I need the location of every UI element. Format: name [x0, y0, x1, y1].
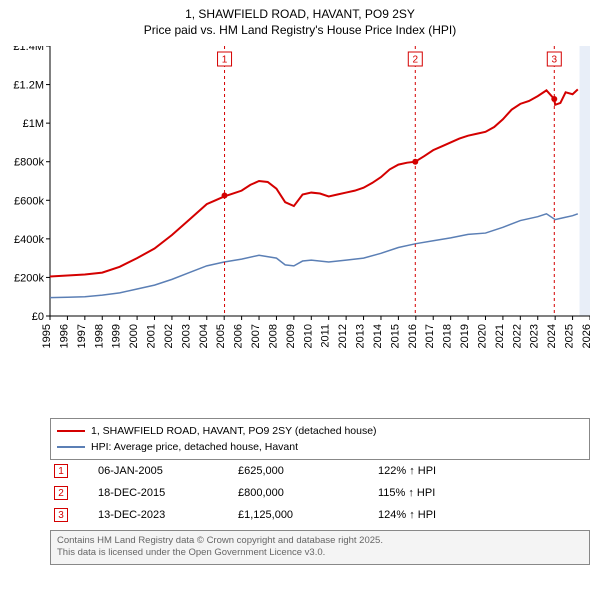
- legend: 1, SHAWFIELD ROAD, HAVANT, PO9 2SY (deta…: [50, 418, 590, 460]
- svg-text:2016: 2016: [407, 324, 419, 348]
- svg-text:2012: 2012: [337, 324, 349, 348]
- svg-text:£800k: £800k: [14, 157, 44, 169]
- legend-label: HPI: Average price, detached house, Hava…: [91, 441, 298, 453]
- svg-text:1997: 1997: [76, 324, 88, 348]
- svg-text:2022: 2022: [511, 324, 523, 348]
- svg-text:2009: 2009: [285, 324, 297, 348]
- svg-text:1995: 1995: [41, 324, 53, 348]
- svg-text:2020: 2020: [476, 324, 488, 348]
- sales-row: 2 18-DEC-2015£800,000115% ↑ HPI: [50, 482, 590, 504]
- sales-hpi: 122% ↑ HPI: [378, 465, 518, 477]
- sales-row: 1 06-JAN-2005£625,000122% ↑ HPI: [50, 460, 590, 482]
- title-line1: 1, SHAWFIELD ROAD, HAVANT, PO9 2SY: [0, 6, 600, 22]
- svg-text:2008: 2008: [267, 324, 279, 348]
- svg-text:1996: 1996: [58, 324, 70, 348]
- svg-text:2011: 2011: [320, 324, 332, 348]
- footer-line2: This data is licensed under the Open Gov…: [57, 547, 583, 559]
- svg-text:£400k: £400k: [14, 234, 44, 246]
- svg-text:2024: 2024: [546, 324, 558, 348]
- line-chart: £0 £200k £400k £600k £800k £1M £1.2M £1.4M 1995 1…: [6, 46, 590, 366]
- svg-text:1998: 1998: [93, 324, 105, 348]
- sales-marker: 3: [54, 508, 68, 522]
- svg-text:2: 2: [413, 55, 419, 66]
- sales-hpi: 124% ↑ HPI: [378, 509, 518, 521]
- sales-date: 13-DEC-2023: [98, 509, 238, 521]
- svg-text:£200k: £200k: [14, 272, 44, 284]
- chart-container: 1, SHAWFIELD ROAD, HAVANT, PO9 2SY Price…: [0, 0, 600, 590]
- svg-text:£0: £0: [32, 311, 44, 323]
- title-line2: Price paid vs. HM Land Registry's House …: [0, 22, 600, 38]
- svg-text:£1M: £1M: [23, 118, 44, 130]
- svg-text:£1.2M: £1.2M: [13, 80, 44, 92]
- svg-text:2014: 2014: [372, 324, 384, 348]
- legend-label: 1, SHAWFIELD ROAD, HAVANT, PO9 2SY (deta…: [91, 425, 377, 437]
- svg-text:2025: 2025: [564, 324, 576, 348]
- svg-text:2006: 2006: [233, 324, 245, 348]
- svg-text:2013: 2013: [355, 324, 367, 348]
- footer-line1: Contains HM Land Registry data © Crown c…: [57, 535, 583, 547]
- svg-text:2021: 2021: [494, 324, 506, 348]
- sales-date: 06-JAN-2005: [98, 465, 238, 477]
- title-block: 1, SHAWFIELD ROAD, HAVANT, PO9 2SY Price…: [0, 0, 600, 38]
- svg-text:2010: 2010: [302, 324, 314, 348]
- legend-swatch: [57, 446, 85, 448]
- legend-item: 1, SHAWFIELD ROAD, HAVANT, PO9 2SY (deta…: [57, 423, 583, 439]
- svg-text:2005: 2005: [215, 324, 227, 348]
- svg-text:2018: 2018: [442, 324, 454, 348]
- svg-text:2000: 2000: [128, 324, 140, 348]
- svg-text:2004: 2004: [198, 324, 210, 348]
- svg-text:2003: 2003: [180, 324, 192, 348]
- chart-area: £0£200k£400k£600k£800k£1M£1.2M£1.4M19951…: [50, 46, 590, 366]
- sales-marker: 2: [54, 486, 68, 500]
- svg-text:2023: 2023: [529, 324, 541, 348]
- svg-text:1999: 1999: [111, 324, 123, 348]
- legend-item: HPI: Average price, detached house, Hava…: [57, 439, 583, 455]
- sales-price: £800,000: [238, 487, 378, 499]
- svg-text:2017: 2017: [424, 324, 436, 348]
- svg-text:2019: 2019: [459, 324, 471, 348]
- footer: Contains HM Land Registry data © Crown c…: [50, 530, 590, 565]
- svg-text:2007: 2007: [250, 324, 262, 348]
- svg-text:2001: 2001: [146, 324, 158, 348]
- sales-price: £625,000: [238, 465, 378, 477]
- legend-swatch: [57, 430, 85, 432]
- svg-text:£600k: £600k: [14, 195, 44, 207]
- sales-marker: 1: [54, 464, 68, 478]
- svg-text:1: 1: [222, 55, 228, 66]
- sales-date: 18-DEC-2015: [98, 487, 238, 499]
- svg-text:2015: 2015: [389, 324, 401, 348]
- sales-row: 3 13-DEC-2023£1,125,000124% ↑ HPI: [50, 504, 590, 526]
- sales-table: 1 06-JAN-2005£625,000122% ↑ HPI 2 18-DEC-20…: [50, 460, 590, 526]
- svg-text:2026: 2026: [581, 324, 590, 348]
- svg-text:3: 3: [552, 55, 558, 66]
- sales-hpi: 115% ↑ HPI: [378, 487, 518, 499]
- sales-price: £1,125,000: [238, 509, 378, 521]
- svg-text:£1.4M: £1.4M: [13, 46, 44, 53]
- svg-text:2002: 2002: [163, 324, 175, 348]
